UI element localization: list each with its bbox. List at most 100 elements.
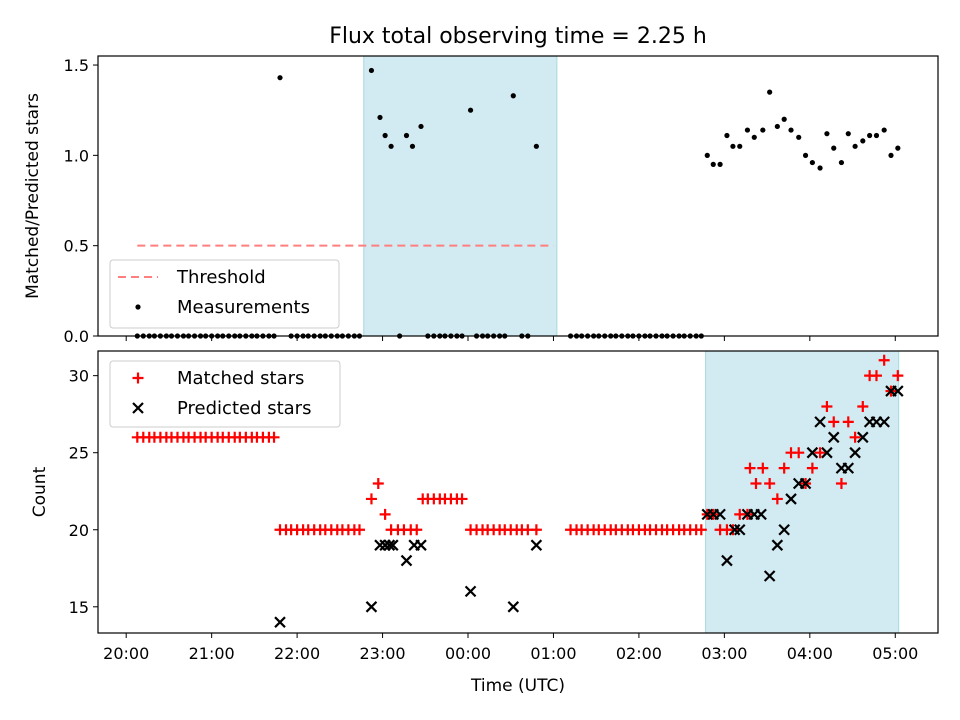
- predicted-star-point: [755, 508, 767, 521]
- matched-star-point: [793, 447, 805, 459]
- top-legend-swatch: [135, 304, 141, 310]
- xtick-label: 20:00: [103, 644, 149, 663]
- predicted-star-point: [763, 570, 776, 582]
- xtick-label: 22:00: [274, 644, 320, 663]
- matched-star-point: [821, 400, 833, 412]
- top-ytick-label: 0.5: [64, 237, 89, 256]
- top-legend: Threshold Measurements: [109, 259, 340, 329]
- measurement-point: [751, 134, 757, 140]
- measurement-point: [767, 89, 773, 95]
- bottom-panel: 15 20 25 30 20:00 21:00 22:00 23:00 00:00 01:00 0…: [30, 350, 939, 696]
- measurement-point: [824, 131, 830, 137]
- matched-star-point: [771, 493, 783, 505]
- matched-star-point: [372, 478, 384, 490]
- measurement-point: [838, 159, 845, 166]
- xtick-label: 21:00: [189, 644, 235, 663]
- xtick-label: 04:00: [787, 644, 833, 663]
- predicted-star-point: [274, 616, 286, 628]
- measurement-point: [377, 114, 383, 121]
- predicted-star-point: [400, 554, 413, 567]
- bottom-y-axis-label: Count: [30, 466, 50, 517]
- predicted-star-point: [733, 523, 746, 536]
- predicted-star-point: [507, 601, 520, 613]
- top-y-ticks: 0.0 0.5 1.0 1.5: [64, 56, 98, 346]
- measurement-point: [760, 127, 766, 133]
- measurement-point: [510, 93, 516, 99]
- predicted-star-point: [857, 431, 869, 444]
- bottom-ytick-label: 15: [69, 598, 89, 617]
- matched-star-point: [764, 478, 776, 490]
- xtick-label: 23:00: [360, 644, 406, 663]
- predicted-star-point: [365, 601, 378, 613]
- predicted-star-point: [849, 446, 861, 459]
- measurement-point: [717, 161, 723, 167]
- measurement-point: [277, 75, 283, 81]
- measurement-point: [704, 152, 710, 158]
- bottom-highlight-span: [705, 350, 900, 634]
- predicted-star-point: [771, 539, 784, 551]
- top-legend-box: [109, 259, 340, 329]
- measurement-point: [881, 127, 887, 133]
- matched-star-point: [695, 524, 707, 536]
- predicted-star-point: [785, 493, 797, 505]
- x-axis-label: Time (UTC): [470, 676, 565, 696]
- top-y-axis-label: Matched/Predicted stars: [23, 93, 43, 299]
- matched-star-point: [365, 493, 377, 505]
- matched-star-point: [806, 462, 818, 474]
- top-x-ticks: [125, 336, 896, 341]
- bottom-ytick-label: 25: [69, 444, 89, 463]
- measurement-point: [867, 132, 873, 139]
- xtick-label: 02:00: [616, 644, 662, 663]
- bottom-legend-label: Matched stars: [177, 368, 304, 389]
- top-legend-label: Measurements: [177, 297, 310, 318]
- measurement-point: [895, 145, 901, 151]
- matched-star-point: [849, 431, 861, 443]
- predicted-star-point: [383, 539, 396, 551]
- measurement-point: [817, 165, 823, 171]
- predicted-star-point: [799, 477, 812, 490]
- matched-star-point: [750, 478, 762, 490]
- xtick-label: 00:00: [445, 644, 491, 663]
- bottom-ytick-label: 20: [69, 521, 89, 540]
- top-panel: 0.0 0.5 1.0 1.5 Flux total observing time =…: [23, 24, 939, 346]
- matched-star-point: [842, 416, 854, 428]
- bottom-legend-swatch: [132, 402, 144, 414]
- top-ytick-label: 0.0: [64, 327, 89, 346]
- predicted-star-point: [464, 585, 477, 598]
- predicted-star-point: [892, 385, 904, 397]
- top-ytick-label: 1.5: [64, 56, 89, 75]
- predicted-star-point: [387, 539, 399, 551]
- measurement-point: [724, 132, 730, 139]
- matched-star-point: [778, 462, 790, 474]
- top-plot-frame: [97, 55, 939, 337]
- top-legend-label: Threshold: [176, 267, 266, 288]
- matched-star-point: [727, 524, 739, 536]
- measurement-point: [873, 132, 880, 139]
- predicted-star-point: [827, 431, 840, 444]
- matched-star-point: [870, 370, 882, 382]
- matched-star-point: [379, 508, 391, 520]
- measurement-point: [418, 123, 424, 130]
- bottom-legend-label: Predicted stars: [177, 398, 311, 419]
- predicted-star-point: [721, 554, 733, 567]
- measurement-point: [774, 123, 780, 130]
- measurement-point: [860, 138, 866, 144]
- bottom-legend: Matched stars Predicted stars: [109, 360, 341, 428]
- measurement-point: [802, 152, 809, 158]
- measurement-point: [809, 159, 815, 166]
- matched-star-point: [744, 462, 756, 474]
- measurement-point: [467, 107, 474, 113]
- matched-star-point: [757, 462, 769, 474]
- top-highlight-span: [363, 55, 558, 337]
- matched-star-point: [530, 524, 542, 536]
- measurement-point: [781, 116, 787, 122]
- matched-star-point: [814, 447, 826, 459]
- measurement-point: [388, 143, 394, 149]
- matched-star-point: [411, 524, 423, 536]
- matched-star-point: [353, 524, 365, 536]
- measurement-point: [796, 134, 802, 140]
- measurement-point: [710, 161, 716, 167]
- measurement-point: [533, 143, 539, 149]
- bottom-ytick-label: 30: [69, 367, 89, 386]
